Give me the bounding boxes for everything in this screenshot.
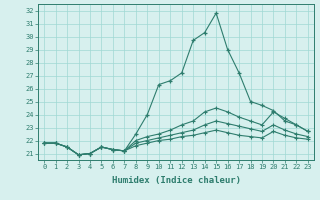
X-axis label: Humidex (Indice chaleur): Humidex (Indice chaleur)	[111, 176, 241, 185]
